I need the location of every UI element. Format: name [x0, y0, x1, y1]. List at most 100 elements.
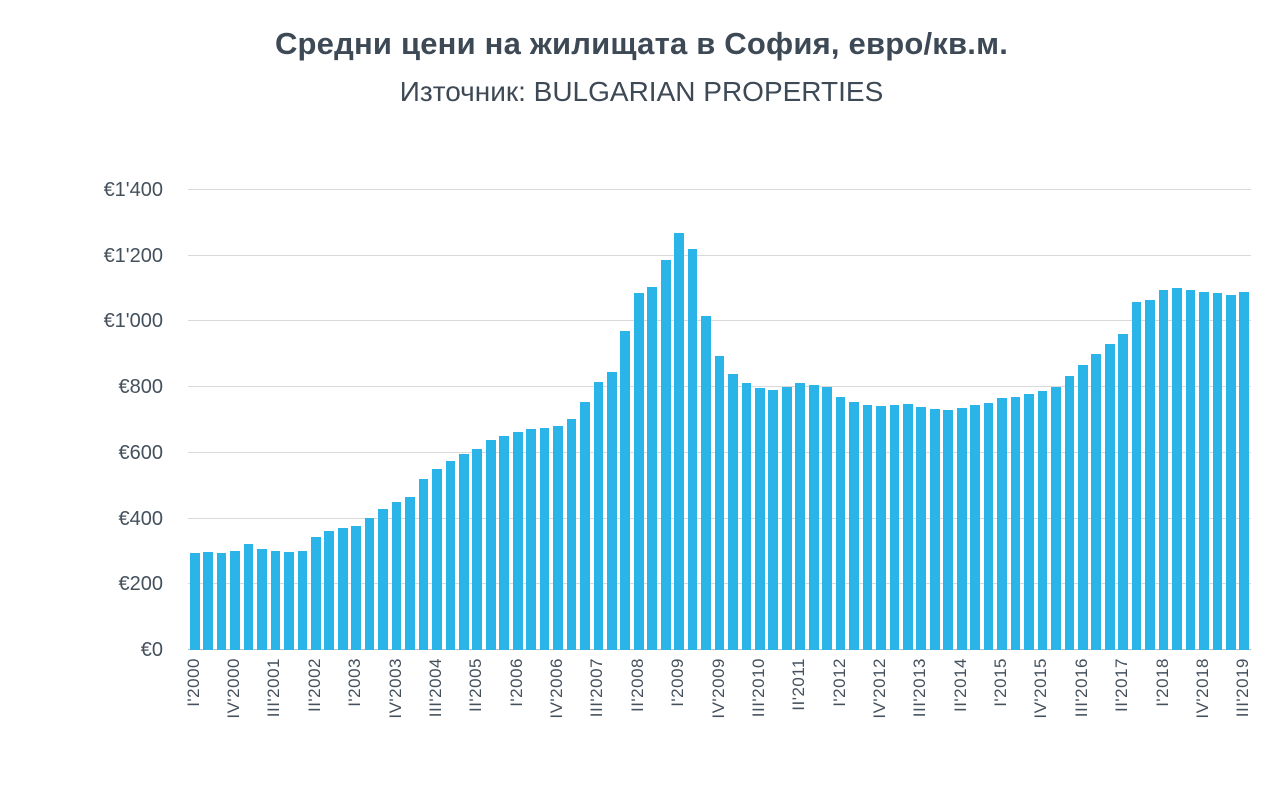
bar — [270, 551, 281, 650]
x-axis-label: II'2008 — [627, 658, 647, 713]
x-axis-label: IV'2018 — [1192, 658, 1212, 719]
x-axis-label: II'2017 — [1112, 658, 1132, 713]
bar — [310, 536, 321, 650]
bar — [1212, 292, 1223, 650]
bar — [916, 407, 927, 650]
bar — [203, 552, 214, 650]
bar — [970, 404, 980, 650]
x-axis-label: IV'2012 — [869, 658, 889, 719]
gridline — [188, 189, 1251, 190]
x-axis-label: II'2011 — [789, 658, 809, 711]
bar — [1024, 394, 1034, 650]
bar — [243, 544, 254, 650]
y-axis-label: €1'200 — [103, 244, 163, 267]
x-axis-label: IV'2015 — [1031, 658, 1051, 719]
y-axis: €0 €200 €400 €600 €800 €1'000 €1'200 €1'400 — [40, 179, 164, 661]
gridline — [188, 320, 1251, 322]
y-axis-label: €1'000 — [103, 310, 163, 333]
x-axis-label: I'2009 — [668, 658, 688, 707]
plot-area — [188, 189, 1251, 650]
bar — [566, 418, 577, 650]
bar — [1239, 291, 1250, 650]
bar — [539, 427, 550, 650]
x-axis-label: IV'2006 — [547, 658, 567, 719]
bar — [674, 233, 684, 650]
bar — [230, 551, 240, 650]
bar — [1010, 396, 1021, 650]
bar — [1104, 344, 1115, 650]
bar — [728, 373, 738, 650]
x-axis-label: II'2002 — [304, 658, 324, 713]
bar — [526, 429, 536, 650]
bar — [633, 293, 644, 650]
x-axis-label: I'2015 — [991, 658, 1011, 707]
bar — [741, 383, 752, 650]
bar — [943, 409, 954, 650]
x-axis-label: III'2016 — [1071, 658, 1091, 718]
x-axis-label: III'2007 — [587, 658, 607, 718]
bar — [607, 372, 617, 650]
bar — [553, 425, 563, 650]
bar — [1158, 289, 1169, 650]
chart-title: Средни цени на жилищата в София, евро/кв… — [274, 26, 1009, 61]
bar — [284, 552, 294, 650]
bar — [432, 468, 442, 650]
bar — [768, 390, 779, 650]
bar — [378, 508, 388, 650]
bar — [701, 316, 711, 650]
bar — [714, 355, 725, 650]
bar — [647, 286, 658, 650]
bar — [620, 331, 631, 650]
bar — [445, 460, 456, 650]
bar — [822, 387, 832, 650]
x-axis-label: IV'2000 — [224, 658, 244, 719]
x-axis-label: II'2014 — [950, 658, 970, 713]
bar — [903, 404, 913, 650]
y-axis-label: €200 — [118, 573, 164, 596]
bar — [297, 551, 308, 650]
bar — [364, 518, 375, 650]
x-axis-label: III'2013 — [910, 658, 930, 718]
bar — [257, 549, 267, 650]
bar — [1037, 390, 1048, 650]
bar — [512, 431, 523, 650]
bar — [889, 405, 900, 650]
x-axis-label: I'2018 — [1152, 658, 1172, 707]
bar — [1199, 291, 1209, 650]
x-axis-label: III'2010 — [748, 658, 768, 718]
x-axis-label: I'2003 — [345, 658, 365, 707]
bar — [781, 386, 792, 650]
bar — [337, 528, 348, 650]
gridline — [188, 254, 1251, 256]
bar — [405, 496, 415, 650]
bar — [849, 401, 859, 650]
bar — [472, 448, 483, 650]
bar — [876, 406, 886, 650]
bar — [580, 401, 590, 650]
y-axis-label: €800 — [118, 376, 164, 399]
bar — [1051, 386, 1061, 650]
bar — [1091, 353, 1102, 650]
x-axis-label: II'2005 — [466, 658, 486, 713]
x-axis: I'2000 IV'2000 III'2001 II'2002 I'2003 IV'200… — [184, 658, 1253, 778]
x-axis-label: IV'2003 — [385, 658, 405, 719]
bar — [499, 435, 510, 650]
bar — [835, 397, 846, 650]
bar — [189, 553, 200, 650]
bar — [1145, 300, 1155, 650]
bar — [660, 260, 671, 650]
bar — [997, 398, 1007, 650]
bar — [1131, 302, 1142, 650]
bar — [418, 479, 429, 650]
bar — [687, 248, 698, 650]
bar — [1077, 365, 1088, 650]
y-axis-label: €600 — [118, 441, 164, 464]
bar — [755, 388, 765, 650]
x-axis-label: I'2006 — [506, 658, 526, 707]
bar — [391, 501, 402, 650]
bar — [324, 531, 335, 650]
bar — [1118, 334, 1128, 650]
bar — [956, 408, 967, 650]
bar — [593, 381, 604, 650]
x-axis-label: I'2000 — [183, 658, 203, 707]
